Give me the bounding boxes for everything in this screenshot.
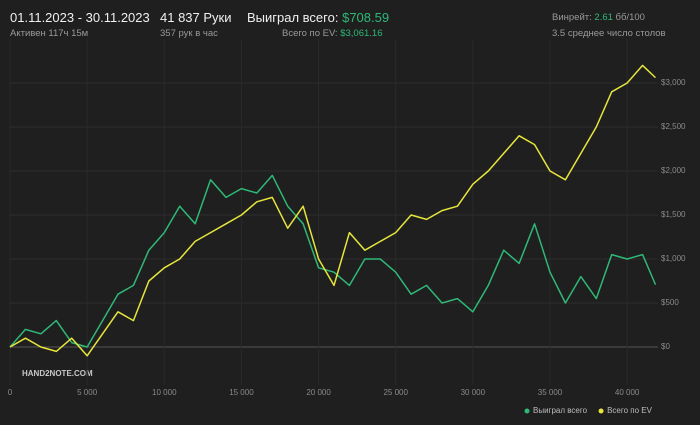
winrate-value: 2.61 <box>594 12 613 23</box>
series-line <box>9 174 657 348</box>
legend-label: Выиграл всего <box>533 406 588 415</box>
x-tick-label: 35 000 <box>538 388 563 397</box>
y-tick-label: $1,000 <box>661 254 686 263</box>
legend-label: Всего по EV <box>607 406 653 415</box>
y-tick-label: $1,500 <box>661 210 686 219</box>
x-tick-label: 30 000 <box>461 388 486 397</box>
legend-marker <box>524 408 530 414</box>
y-tick-label: $2,000 <box>661 166 686 175</box>
active-time: Активен 117ч 15м <box>10 28 89 39</box>
tables: 3.5 среднее число столов <box>552 28 666 39</box>
hands-per-hour: 357 рук в час <box>160 28 218 39</box>
x-tick-label: 5 000 <box>77 388 98 397</box>
x-tick-label: 40 000 <box>615 388 640 397</box>
series-line <box>9 64 657 357</box>
won-value: $708.59 <box>342 10 390 25</box>
period: 01.11.2023 - 30.11.2023 <box>10 10 150 25</box>
ev-total: Всего по EV: $3,061.16 <box>282 28 382 39</box>
watermark: HAND2NOTE.COM <box>22 369 93 378</box>
y-tick-label: $3,000 <box>661 78 686 87</box>
x-tick-label: 10 000 <box>152 388 177 397</box>
legend-marker <box>598 408 604 414</box>
ev-value: $3,061.16 <box>340 28 383 39</box>
won-total: Выиграл всего: $708.59 <box>247 10 389 25</box>
won-label: Выиграл всего: <box>247 10 339 25</box>
winrate-label: Винрейт: <box>552 12 592 23</box>
x-tick-label: 20 000 <box>306 388 331 397</box>
y-tick-label: $2,500 <box>661 122 686 131</box>
y-tick-label: $0 <box>661 342 670 351</box>
x-tick-label: 25 000 <box>383 388 408 397</box>
winrate: Винрейт: 2.61 бб/100 <box>552 12 645 23</box>
x-tick-label: 15 000 <box>229 388 254 397</box>
x-tick-label: 0 <box>8 388 13 397</box>
y-tick-label: $500 <box>661 298 679 307</box>
hands: 41 837 Руки <box>160 10 232 25</box>
winrate-unit: бб/100 <box>615 12 645 23</box>
ev-label: Всего по EV: <box>282 28 338 39</box>
